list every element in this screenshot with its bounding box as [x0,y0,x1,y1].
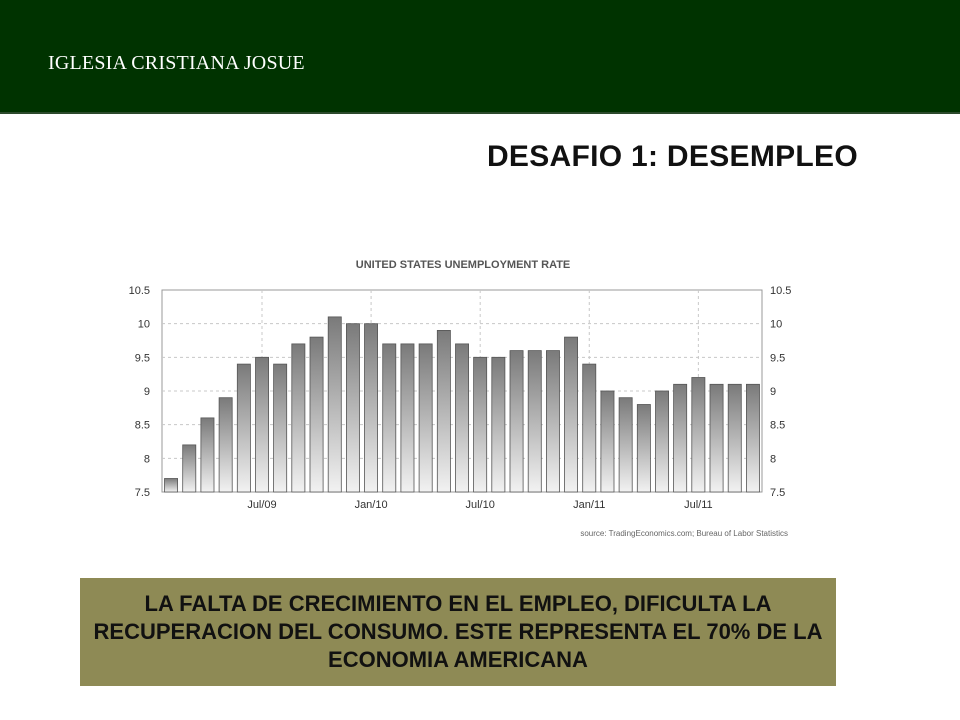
bar [600,390,615,493]
y-tick-label-right: 10 [770,319,782,331]
bar [418,343,433,493]
bar [618,397,633,493]
bar-series [164,316,760,493]
bar [709,383,724,493]
chart-source: source: TradingEconomics.com; Bureau of … [580,529,788,538]
bar [509,350,524,493]
unemployment-chart: UNITED STATES UNEMPLOYMENT RATE 10.5 10.5… [100,248,800,548]
bar [200,417,215,493]
bar [273,363,288,493]
note-box: LA FALTA DE CRECIMIENTO EN EL EMPLEO, DI… [80,578,836,686]
bar [309,336,324,493]
y-tick-label-right: 10.5 [770,285,791,297]
bar [545,350,560,493]
y-tick-label-left: 10 [138,319,150,331]
bar [564,336,579,493]
bar [473,356,488,493]
chart-title: UNITED STATES UNEMPLOYMENT RATE [356,259,571,271]
x-tick-label: Jan/10 [355,499,388,511]
bar [364,323,379,493]
bar [691,377,706,493]
bar [291,343,306,493]
bar [455,343,470,493]
y-tick-label-right: 9.5 [770,352,785,364]
bar [636,404,651,493]
bar [527,350,542,493]
bar [436,330,451,493]
axis-labels: 10.5 10.5 10 10 9.5 9.5 9 9 8.5 8.5 8 8 7.5 7.5 Jul/09… [129,285,792,511]
note-text: LA FALTA DE CRECIMIENTO EN EL EMPLEO, DI… [93,591,823,672]
y-tick-label-right: 9 [770,386,776,398]
y-tick-label-left: 10.5 [129,285,150,297]
bar [673,383,688,493]
bar [727,383,742,493]
header-bar: IGLESIA CRISTIANA JOSUE [0,0,960,114]
y-tick-label-right: 7.5 [770,487,785,499]
y-tick-label-left: 8.5 [135,420,150,432]
bar [182,444,197,493]
bar [236,363,251,493]
y-tick-label-left: 7.5 [135,487,150,499]
bar [255,356,270,493]
chart-svg: UNITED STATES UNEMPLOYMENT RATE 10.5 10.5… [129,259,792,538]
y-tick-label-left: 9 [144,386,150,398]
x-tick-label: Jul/11 [684,499,713,511]
bar [327,316,342,493]
y-tick-label-right: 8 [770,453,776,465]
x-tick-label: Jan/11 [573,499,605,511]
x-tick-label: Jul/09 [247,499,276,511]
bar [382,343,397,493]
bar [582,363,597,493]
x-tick-label: Jul/10 [466,499,495,511]
bar [164,478,179,493]
y-tick-label-left: 8 [144,453,150,465]
bar [400,343,415,493]
bar [746,383,760,493]
slide-title: DESAFIO 1: DESEMPLEO [486,140,858,173]
bar [491,356,506,493]
bar [218,397,233,493]
header-title: IGLESIA CRISTIANA JOSUE [48,52,305,74]
y-tick-label-left: 9.5 [135,352,150,364]
bar [655,390,670,493]
bar [345,323,360,493]
y-tick-label-right: 8.5 [770,420,785,432]
